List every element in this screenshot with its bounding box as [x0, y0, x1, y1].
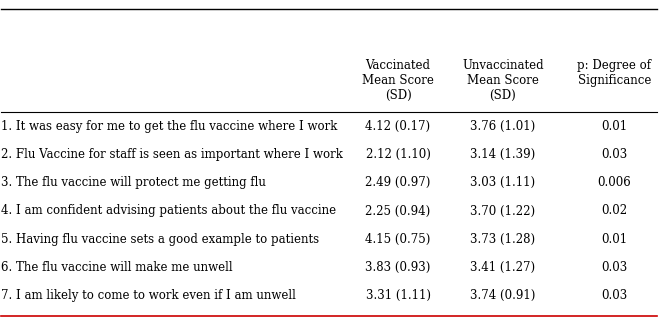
Text: 0.01: 0.01 [601, 120, 628, 133]
Text: Unvaccinated
Mean Score
(SD): Unvaccinated Mean Score (SD) [462, 59, 544, 102]
Text: 3.83 (0.93): 3.83 (0.93) [365, 261, 431, 274]
Text: 2. Flu Vaccine for staff is seen as important where I work: 2. Flu Vaccine for staff is seen as impo… [1, 148, 344, 161]
Text: 3.41 (1.27): 3.41 (1.27) [470, 261, 536, 274]
Text: 3.76 (1.01): 3.76 (1.01) [470, 120, 536, 133]
Text: 2.12 (1.10): 2.12 (1.10) [365, 148, 430, 161]
Text: 0.006: 0.006 [598, 176, 632, 189]
Text: 0.01: 0.01 [601, 233, 628, 246]
Text: 4.12 (0.17): 4.12 (0.17) [365, 120, 430, 133]
Text: 2.25 (0.94): 2.25 (0.94) [365, 204, 431, 217]
Text: 7. I am likely to come to work even if I am unwell: 7. I am likely to come to work even if I… [1, 289, 297, 302]
Text: 0.03: 0.03 [601, 289, 628, 302]
Text: 1. It was easy for me to get the flu vaccine where I work: 1. It was easy for me to get the flu vac… [1, 120, 338, 133]
Text: p: Degree of
Significance: p: Degree of Significance [577, 59, 651, 87]
Text: 0.03: 0.03 [601, 148, 628, 161]
Text: 0.03: 0.03 [601, 261, 628, 274]
Text: 3.70 (1.22): 3.70 (1.22) [470, 204, 536, 217]
Text: Vaccinated
Mean Score
(SD): Vaccinated Mean Score (SD) [362, 59, 434, 102]
Text: 3.03 (1.11): 3.03 (1.11) [470, 176, 536, 189]
Text: 4. I am confident advising patients about the flu vaccine: 4. I am confident advising patients abou… [1, 204, 336, 217]
Text: 3.14 (1.39): 3.14 (1.39) [470, 148, 536, 161]
Text: 3.74 (0.91): 3.74 (0.91) [470, 289, 536, 302]
Text: 0.02: 0.02 [601, 204, 628, 217]
Text: 6. The flu vaccine will make me unwell: 6. The flu vaccine will make me unwell [1, 261, 233, 274]
Text: 3.31 (1.11): 3.31 (1.11) [365, 289, 430, 302]
Text: 4.15 (0.75): 4.15 (0.75) [365, 233, 431, 246]
Text: 3. The flu vaccine will protect me getting flu: 3. The flu vaccine will protect me getti… [1, 176, 266, 189]
Text: 5. Having flu vaccine sets a good example to patients: 5. Having flu vaccine sets a good exampl… [1, 233, 320, 246]
Text: 3.73 (1.28): 3.73 (1.28) [470, 233, 536, 246]
Text: 2.49 (0.97): 2.49 (0.97) [365, 176, 431, 189]
